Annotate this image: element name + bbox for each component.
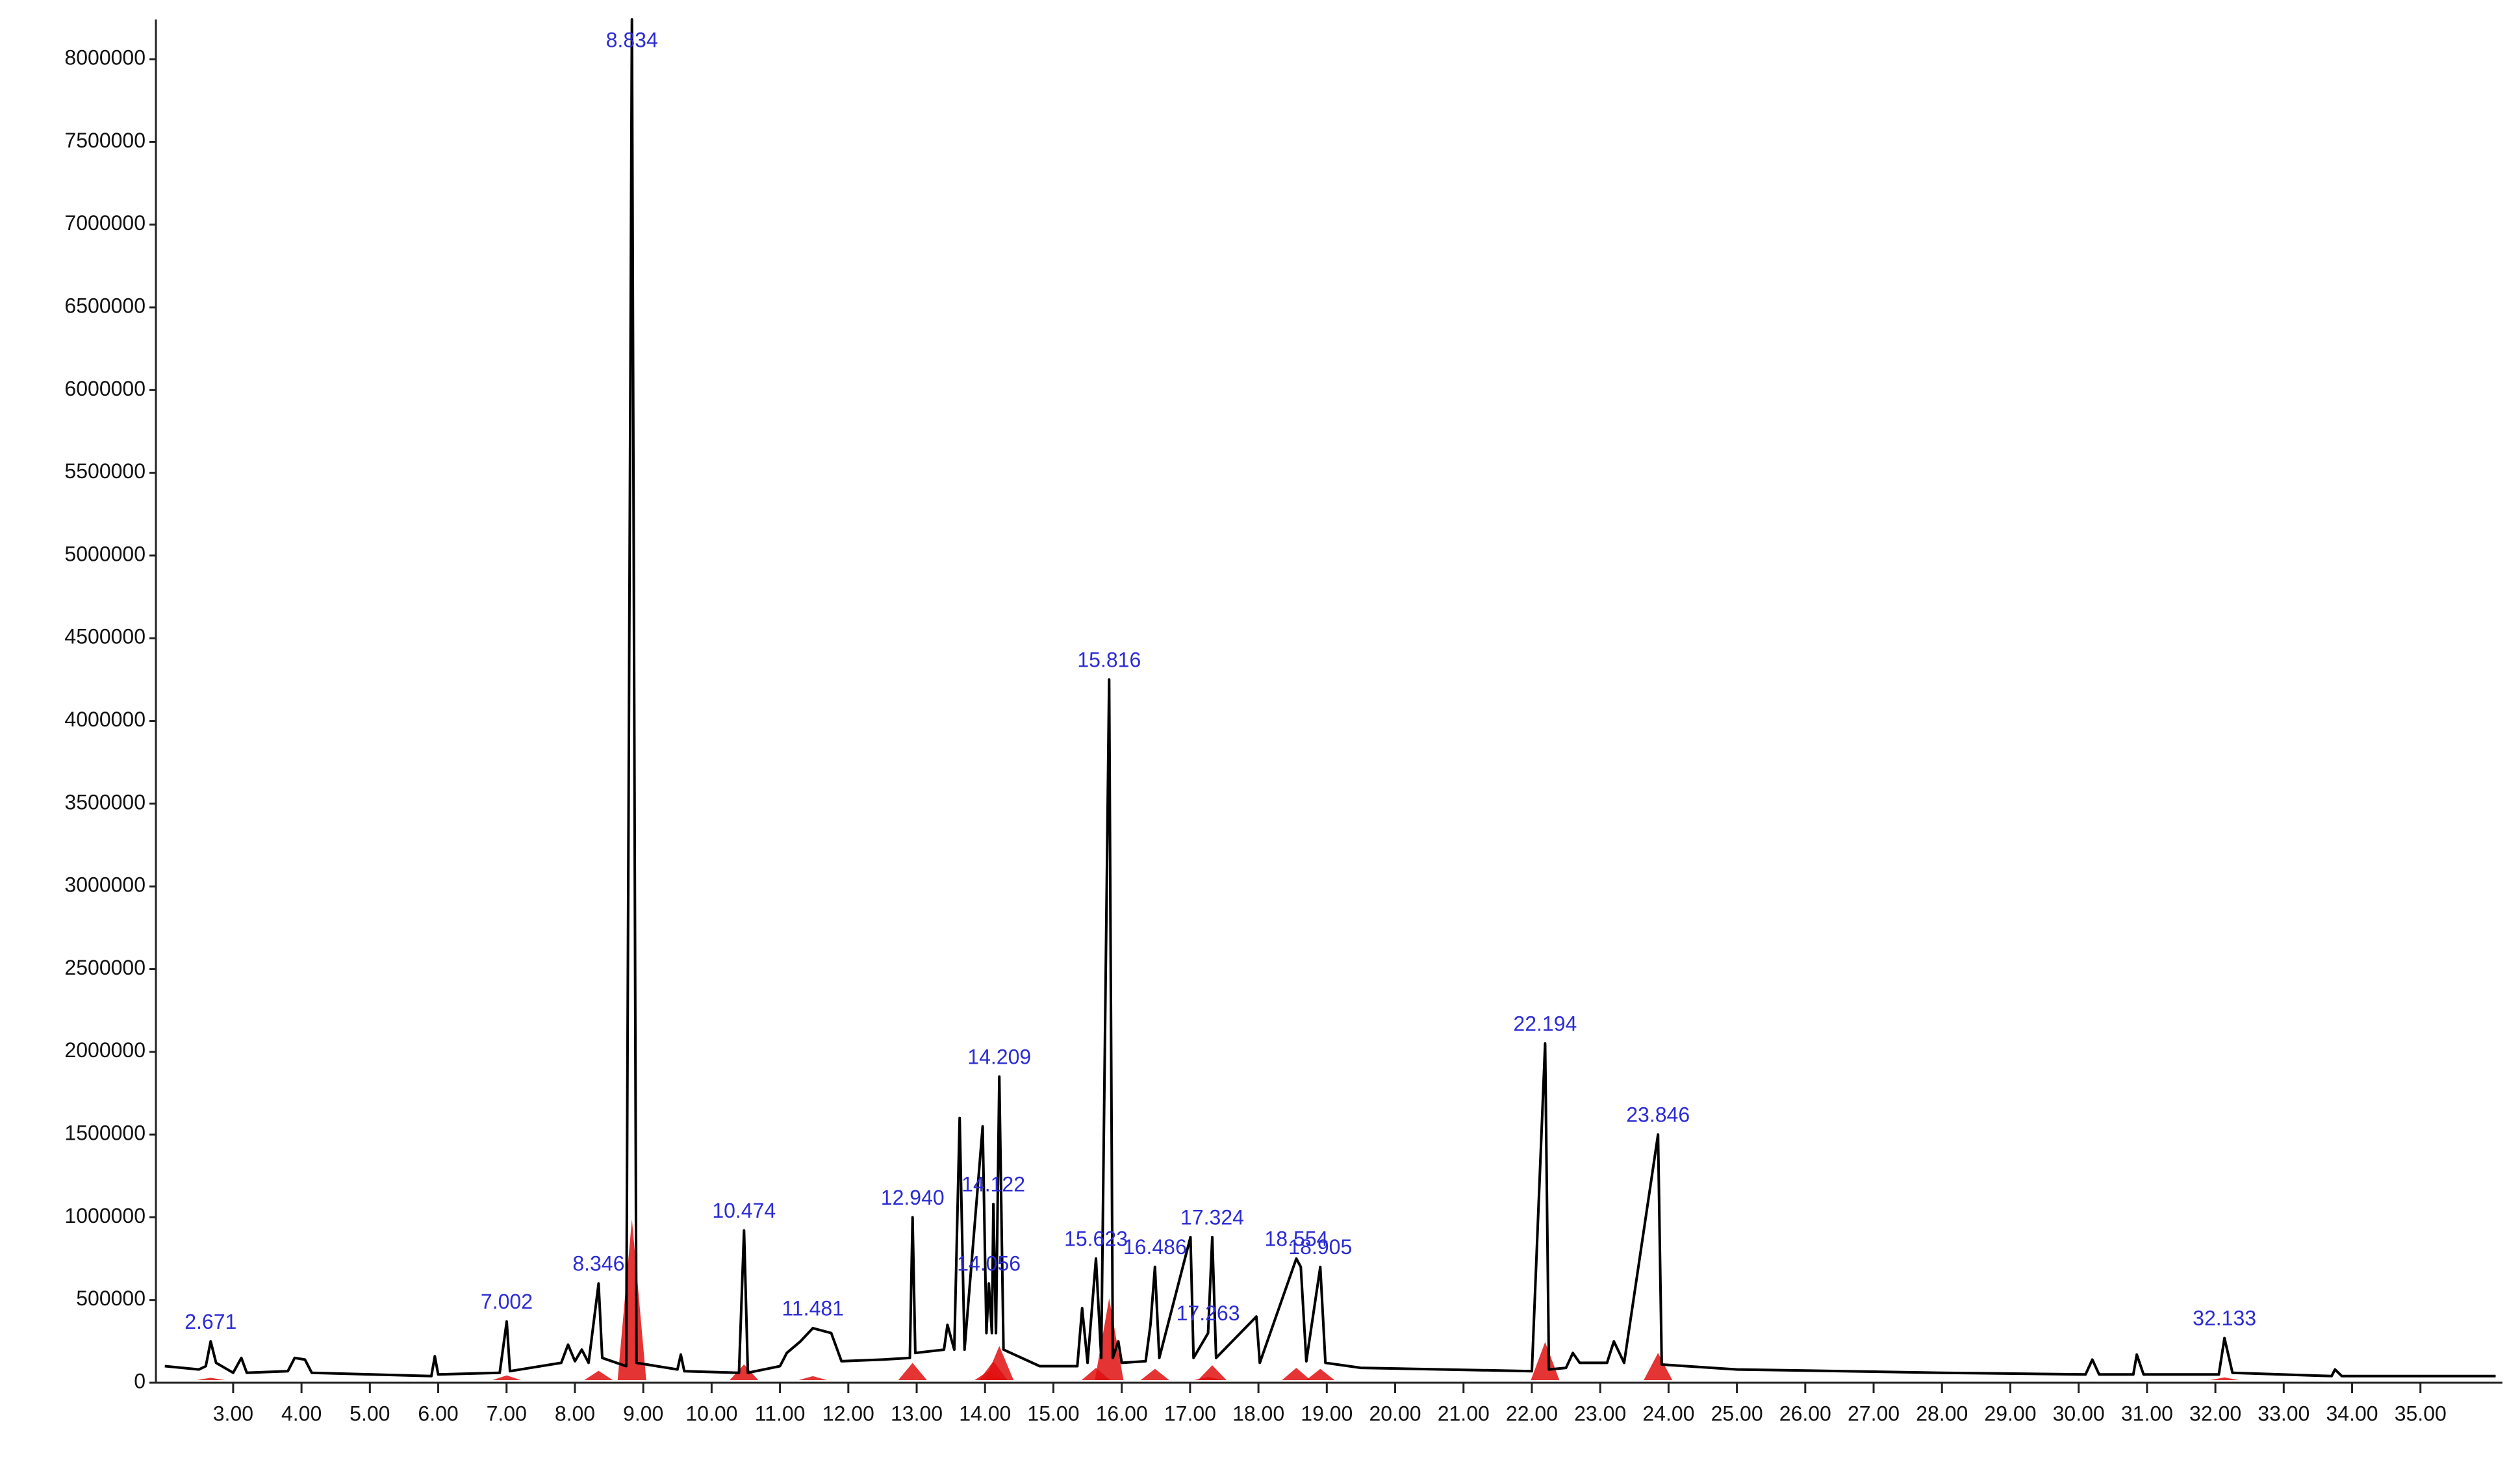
y-tick-label: 4500000 [64,625,146,648]
peak-area [1082,1368,1111,1380]
peak-area [196,1378,225,1380]
peak-label: 12.940 [881,1186,945,1209]
x-tick-label: 26.00 [1779,1402,1831,1425]
peak-area [1197,1365,1227,1380]
peak-area [1282,1368,1311,1380]
peak-label: 22.194 [1513,1012,1577,1035]
x-tick-label: 8.00 [555,1402,595,1425]
peak-area [1531,1342,1560,1380]
x-tick-label: 22.00 [1506,1402,1558,1425]
peak-label: 8.346 [572,1252,624,1276]
x-tick-label: 16.00 [1096,1402,1148,1425]
y-tick-label: 6500000 [64,294,146,317]
x-tick-label: 3.00 [213,1402,253,1425]
x-tick-label: 18.00 [1232,1402,1284,1425]
x-tick-label: 31.00 [2121,1402,2173,1425]
y-tick-label: 3000000 [64,873,146,897]
x-tick-label: 32.00 [2189,1402,2241,1425]
y-tick-label: 1000000 [64,1204,146,1227]
x-tick-label: 12.00 [822,1402,874,1425]
x-tick-label: 25.00 [1711,1402,1763,1425]
x-tick-label: 28.00 [1916,1402,1968,1425]
peak-label: 8.834 [606,28,658,51]
peak-label: 15.816 [1077,648,1141,671]
y-tick-label: 5000000 [64,542,146,565]
x-tick-label: 24.00 [1642,1402,1694,1425]
peak-label: 11.481 [782,1296,844,1320]
peak-area [2210,1377,2239,1380]
y-tick-label: 500000 [76,1287,146,1310]
x-tick-label: 20.00 [1369,1402,1421,1425]
x-tick-label: 34.00 [2326,1402,2378,1425]
x-tick-label: 17.00 [1164,1402,1216,1425]
x-tick-label: 15.00 [1027,1402,1079,1425]
x-tick-label: 9.00 [623,1402,663,1425]
peak-area [974,1370,1004,1380]
trace-line [164,18,2496,1378]
y-tick-label: 4000000 [64,708,146,731]
peak-area [584,1370,613,1380]
peak-label: 2.671 [185,1310,236,1333]
peak-label: 14.122 [961,1172,1025,1196]
peak-label: 32.133 [2193,1307,2256,1330]
x-tick-label: 13.00 [891,1402,943,1425]
peak-label: 14.209 [967,1045,1031,1068]
x-tick-label: 7.00 [487,1402,527,1425]
peak-area [798,1376,828,1380]
peak-area [1140,1368,1169,1380]
y-tick-label: 7000000 [64,211,146,235]
x-tick-label: 10.00 [685,1402,737,1425]
peak-label: 17.263 [1177,1302,1240,1325]
y-tick-label: 6000000 [64,377,146,400]
x-tick-label: 21.00 [1438,1402,1490,1425]
peak-area [898,1363,927,1380]
peak-label: 14.056 [957,1252,1021,1276]
peak-area [1193,1376,1223,1380]
x-tick-label: 30.00 [2053,1402,2105,1425]
peak-area [1095,1298,1124,1380]
y-tick-label: 2000000 [64,1038,146,1062]
peak-label: 7.002 [481,1290,533,1313]
x-tick-label: 35.00 [2395,1402,2447,1425]
x-tick-label: 27.00 [1848,1402,1900,1425]
y-tick-label: 0 [134,1369,146,1392]
y-tick-label: 2500000 [64,956,146,979]
peak-area [617,1219,646,1380]
peak-area [1306,1368,1335,1380]
peak-area [492,1375,521,1380]
peak-area [1644,1353,1673,1380]
x-tick-label: 29.00 [1984,1402,2036,1425]
peak-label: 23.846 [1626,1103,1690,1127]
x-tick-label: 11.00 [755,1402,806,1425]
peak-label: 17.324 [1180,1205,1244,1229]
peak-label: 15.623 [1064,1227,1128,1250]
x-tick-label: 4.00 [281,1402,322,1425]
y-tick-label: 1500000 [64,1122,146,1145]
x-tick-label: 6.00 [418,1402,458,1425]
peak-label: 10.474 [712,1199,776,1222]
x-tick-label: 5.00 [350,1402,390,1425]
y-tick-label: 3500000 [64,790,146,814]
x-tick-label: 33.00 [2258,1402,2310,1425]
y-tick-label: 5500000 [64,459,146,483]
peak-label: 18.905 [1288,1235,1352,1259]
y-tick-label: 7500000 [64,129,146,152]
peak-label: 18.554 [1264,1227,1328,1250]
peak-area [730,1364,759,1380]
x-tick-label: 14.00 [959,1402,1011,1425]
x-tick-label: 19.00 [1301,1402,1353,1425]
y-tick-label: 8000000 [64,46,146,70]
peak-label: 16.486 [1123,1235,1187,1259]
x-tick-label: 23.00 [1574,1402,1626,1425]
